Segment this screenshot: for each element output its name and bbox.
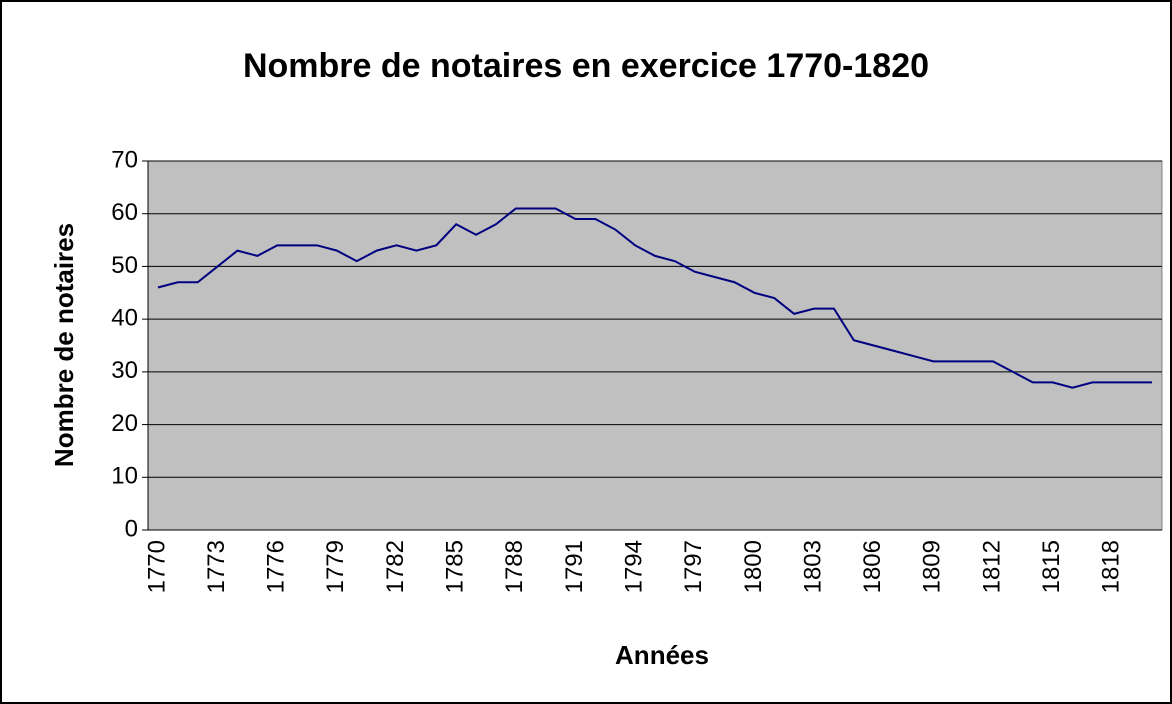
x-tick-label: 1788 xyxy=(501,540,528,593)
x-tick-label: 1776 xyxy=(263,540,290,593)
x-tick-label: 1782 xyxy=(382,540,409,593)
y-axis-title: Nombre de notaires xyxy=(49,223,79,467)
y-tick-label: 20 xyxy=(111,410,138,437)
y-tick-label: 70 xyxy=(111,146,138,173)
y-tick-label: 60 xyxy=(111,199,138,226)
chart-title: Nombre de notaires en exercice 1770-1820 xyxy=(243,47,929,85)
x-tick-label: 1779 xyxy=(322,540,349,593)
x-tick-label: 1770 xyxy=(143,540,170,593)
x-tick-label: 1812 xyxy=(978,540,1005,593)
data-line xyxy=(157,207,1153,389)
x-tick-label: 1815 xyxy=(1038,540,1065,593)
x-tick-label: 1797 xyxy=(680,540,707,593)
x-tick-label: 1809 xyxy=(919,540,946,593)
x-tick-label: 1785 xyxy=(442,540,469,593)
plot-area xyxy=(147,160,1163,531)
x-tick-label: 1800 xyxy=(740,540,767,593)
y-tick-label: 0 xyxy=(125,515,138,542)
x-tick-label: 1791 xyxy=(561,540,588,593)
x-tick-label: 1803 xyxy=(799,540,826,593)
y-tick-label: 40 xyxy=(111,304,138,331)
x-tick-label: 1818 xyxy=(1098,540,1125,593)
x-axis-title: Années xyxy=(615,640,709,670)
x-tick-label: 1794 xyxy=(620,540,647,593)
y-tick-label: 30 xyxy=(111,357,138,384)
y-tick-label: 50 xyxy=(111,252,138,279)
x-tick-label: 1806 xyxy=(859,540,886,593)
y-tick-label: 10 xyxy=(111,463,138,490)
x-tick-label: 1773 xyxy=(203,540,230,593)
